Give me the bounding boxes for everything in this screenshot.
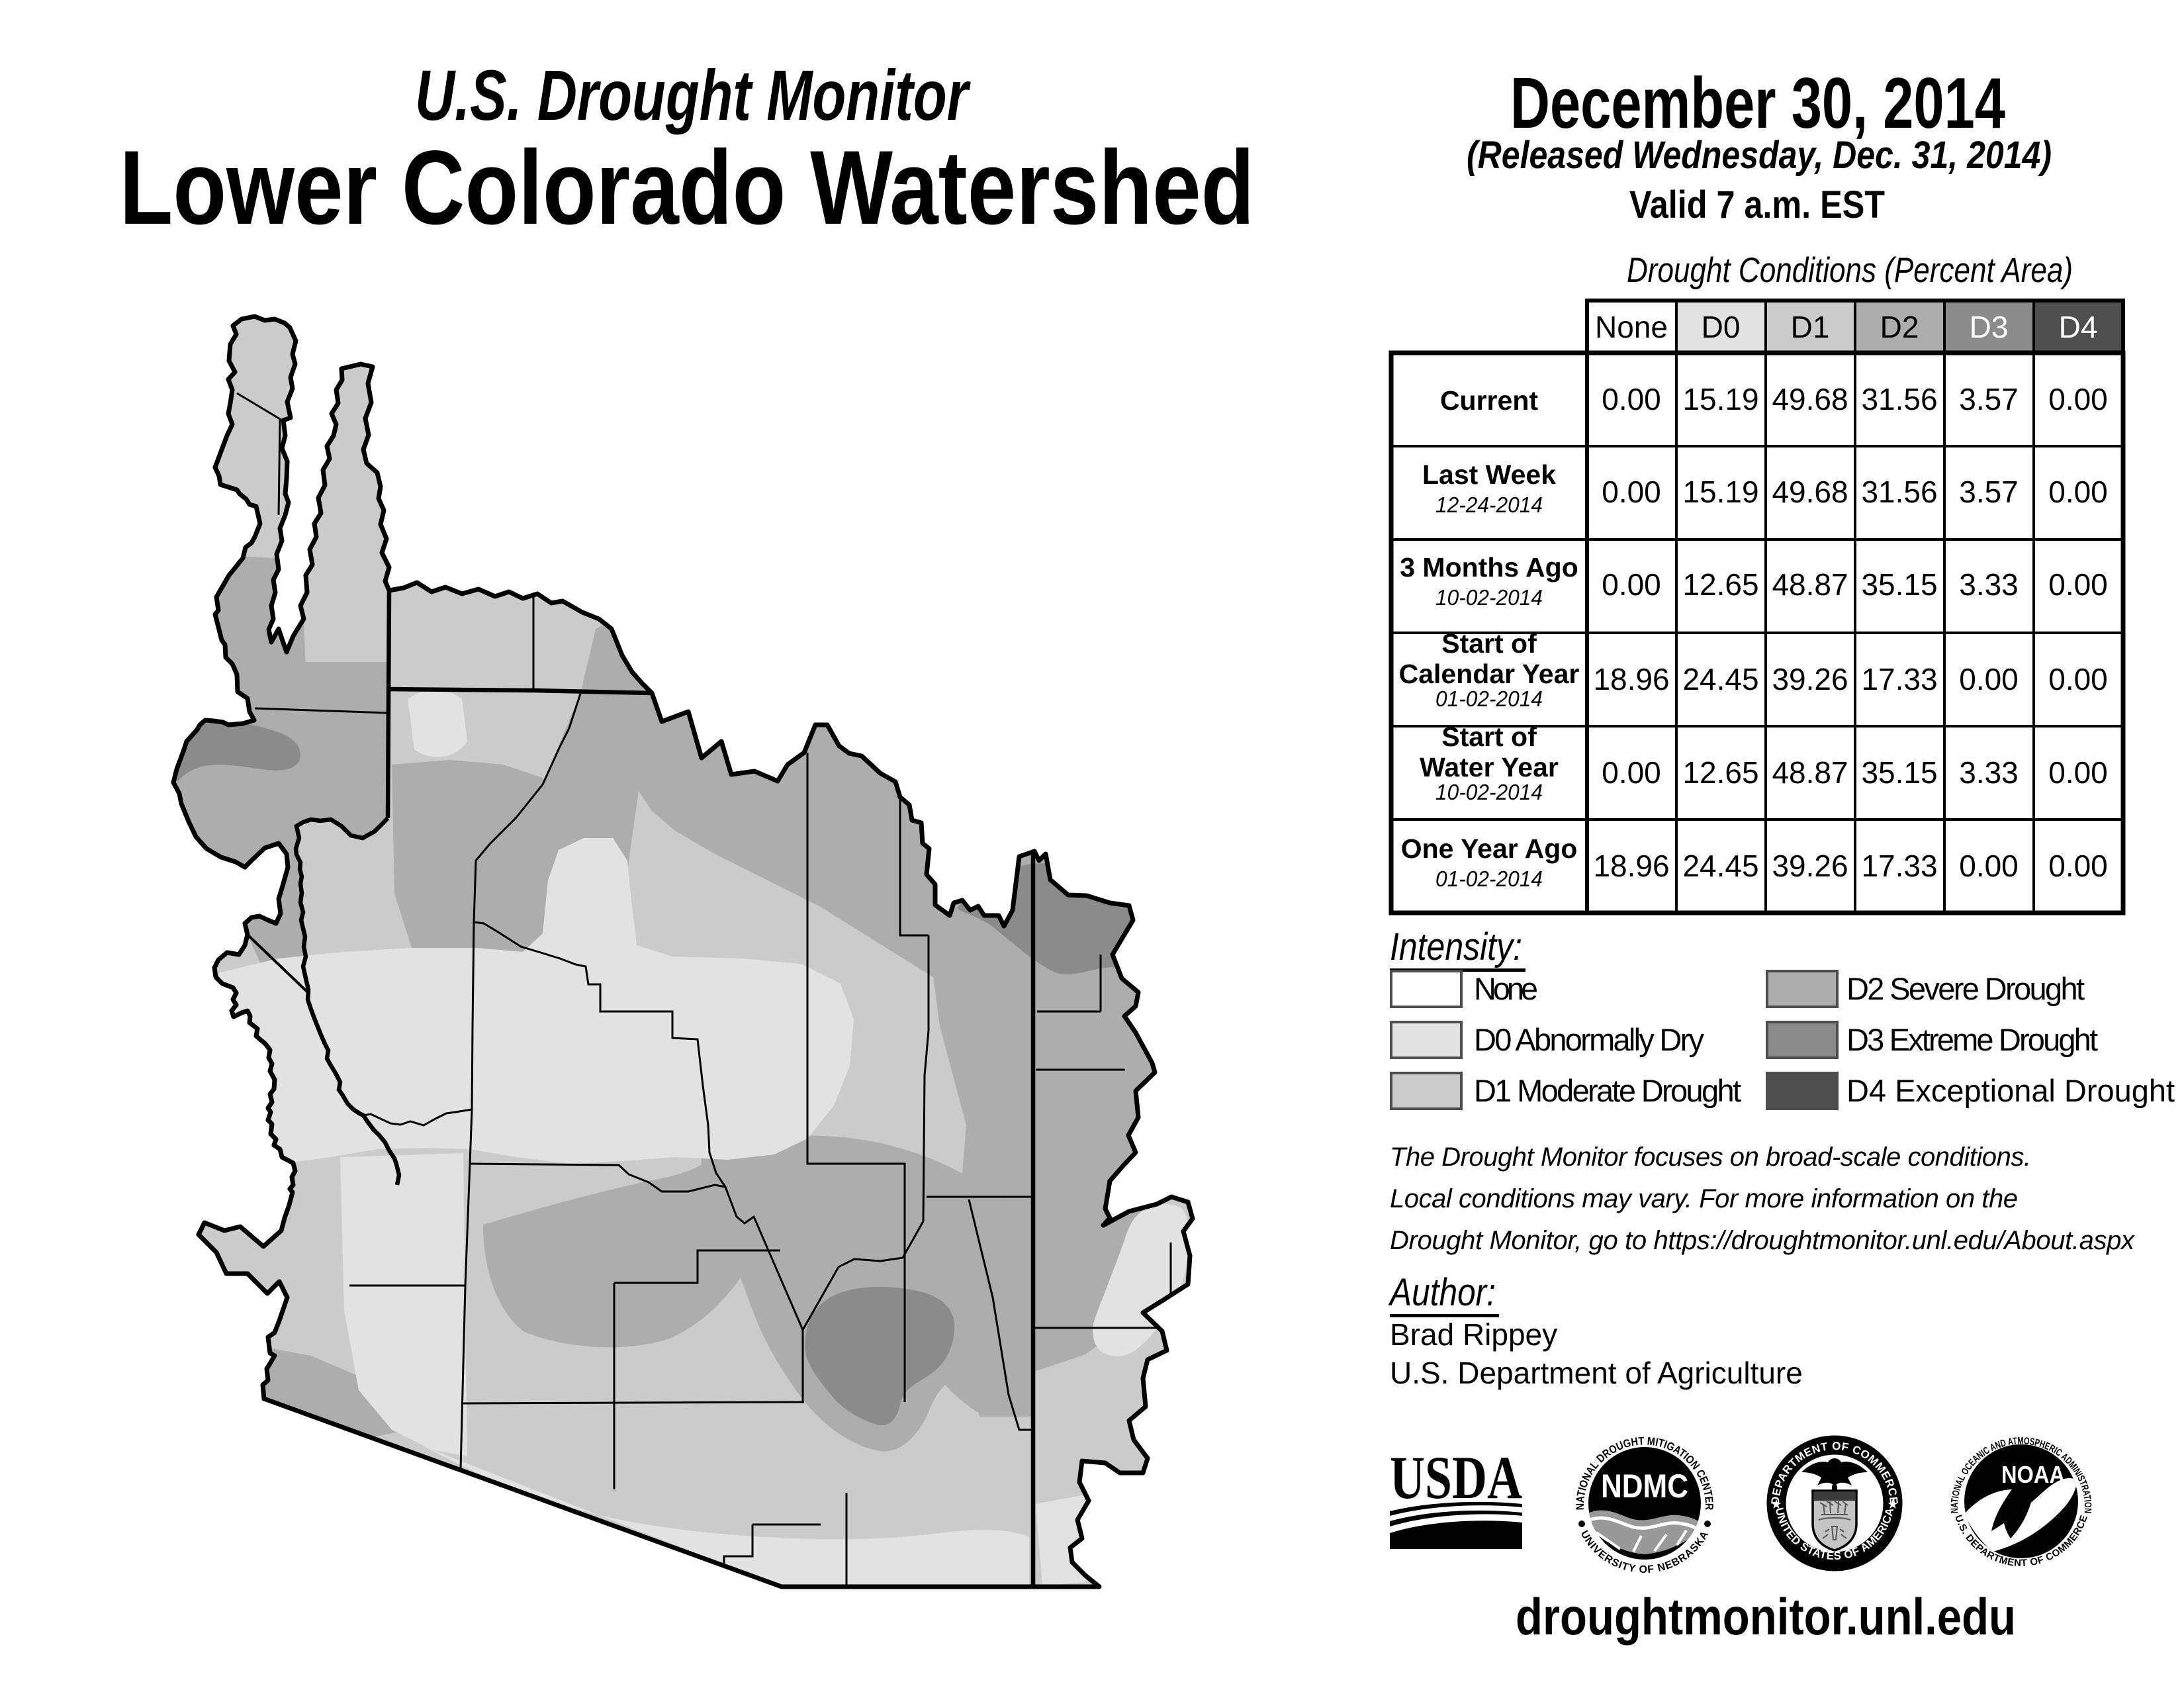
svg-text:15.19: 15.19 bbox=[1682, 382, 1758, 416]
svg-text:droughtmonitor.unl.edu: droughtmonitor.unl.edu bbox=[1516, 1587, 2016, 1646]
svg-text:3.33: 3.33 bbox=[1959, 567, 2019, 602]
svg-text:0.00: 0.00 bbox=[2048, 662, 2108, 696]
svg-text:0.00: 0.00 bbox=[2048, 849, 2108, 883]
svg-text:48.87: 48.87 bbox=[1772, 755, 1848, 790]
svg-text:D2: D2 bbox=[1880, 310, 1919, 344]
svg-text:The Drought Monitor focuses on: The Drought Monitor focuses on broad-sca… bbox=[1390, 1143, 2031, 1172]
svg-text:Start of: Start of bbox=[1441, 722, 1537, 752]
svg-text:Author:: Author: bbox=[1388, 1271, 1496, 1314]
svg-text:D0 Abnormally Dry: D0 Abnormally Dry bbox=[1474, 1022, 1705, 1057]
svg-text:D4 Exceptional Drought: D4 Exceptional Drought bbox=[1846, 1073, 2175, 1108]
svg-text:Local conditions may vary. For: Local conditions may vary. For more info… bbox=[1390, 1184, 2018, 1213]
svg-text:(Released Wednesday, Dec. 31,: (Released Wednesday, Dec. 31, 2014) bbox=[1467, 134, 2052, 177]
svg-text:39.26: 39.26 bbox=[1772, 849, 1848, 883]
svg-text:Last Week: Last Week bbox=[1422, 459, 1556, 490]
svg-text:3.57: 3.57 bbox=[1959, 382, 2019, 416]
svg-text:December 30, 2014: December 30, 2014 bbox=[1510, 63, 2005, 144]
svg-text:39.26: 39.26 bbox=[1772, 662, 1848, 696]
svg-text:12-24-2014: 12-24-2014 bbox=[1435, 492, 1543, 517]
svg-text:0.00: 0.00 bbox=[1602, 382, 1661, 416]
svg-text:0.00: 0.00 bbox=[1959, 849, 2019, 883]
svg-text:U.S. Drought Monitor: U.S. Drought Monitor bbox=[415, 55, 971, 135]
svg-text:10-02-2014: 10-02-2014 bbox=[1435, 780, 1543, 804]
svg-text:0.00: 0.00 bbox=[2048, 382, 2108, 416]
svg-text:★: ★ bbox=[1887, 1497, 1899, 1512]
svg-text:17.33: 17.33 bbox=[1861, 849, 1937, 883]
svg-text:Lower Colorado Watershed: Lower Colorado Watershed bbox=[120, 128, 1255, 246]
svg-text:0.00: 0.00 bbox=[2048, 567, 2108, 602]
svg-text:18.96: 18.96 bbox=[1593, 662, 1669, 696]
svg-text:None: None bbox=[1595, 310, 1668, 344]
svg-text:3 Months Ago: 3 Months Ago bbox=[1400, 552, 1578, 583]
svg-text:48.87: 48.87 bbox=[1772, 567, 1848, 602]
svg-text:35.15: 35.15 bbox=[1861, 567, 1937, 602]
svg-text:10-02-2014: 10-02-2014 bbox=[1435, 585, 1543, 610]
svg-text:Calendar Year: Calendar Year bbox=[1399, 659, 1580, 689]
svg-text:12.65: 12.65 bbox=[1682, 755, 1758, 790]
svg-text:0.00: 0.00 bbox=[1602, 475, 1661, 509]
svg-text:Intensity:: Intensity: bbox=[1390, 925, 1522, 968]
svg-text:None: None bbox=[1474, 971, 1538, 1006]
svg-text:Current: Current bbox=[1440, 385, 1538, 416]
svg-text:0.00: 0.00 bbox=[2048, 755, 2108, 790]
svg-text:D4: D4 bbox=[2059, 310, 2098, 344]
svg-text:17.33: 17.33 bbox=[1861, 662, 1937, 696]
svg-text:12.65: 12.65 bbox=[1682, 567, 1758, 602]
svg-text:31.56: 31.56 bbox=[1861, 475, 1937, 509]
svg-text:49.68: 49.68 bbox=[1772, 382, 1848, 416]
svg-text:D1 Moderate Drought: D1 Moderate Drought bbox=[1474, 1073, 1741, 1108]
svg-text:D0: D0 bbox=[1702, 310, 1741, 344]
svg-text:One Year Ago: One Year Ago bbox=[1401, 833, 1578, 864]
svg-text:31.56: 31.56 bbox=[1861, 382, 1937, 416]
svg-text:D1: D1 bbox=[1791, 310, 1830, 344]
svg-text:24.45: 24.45 bbox=[1682, 662, 1758, 696]
svg-text:Water Year: Water Year bbox=[1420, 752, 1559, 782]
svg-text:15.19: 15.19 bbox=[1682, 475, 1758, 509]
svg-text:NOAA: NOAA bbox=[2001, 1461, 2065, 1488]
svg-text:01-02-2014: 01-02-2014 bbox=[1435, 867, 1543, 891]
svg-text:USDA: USDA bbox=[1390, 1444, 1522, 1511]
svg-text:★: ★ bbox=[1770, 1497, 1782, 1512]
svg-text:D2 Severe Drought: D2 Severe Drought bbox=[1846, 971, 2085, 1006]
svg-text:D3 Extreme Drought: D3 Extreme Drought bbox=[1846, 1022, 2098, 1057]
svg-text:35.15: 35.15 bbox=[1861, 755, 1937, 790]
svg-text:3.57: 3.57 bbox=[1959, 475, 2019, 509]
svg-text:24.45: 24.45 bbox=[1682, 849, 1758, 883]
svg-text:01-02-2014: 01-02-2014 bbox=[1435, 686, 1543, 711]
svg-text:NDMC: NDMC bbox=[1601, 1468, 1688, 1505]
svg-text:18.96: 18.96 bbox=[1593, 849, 1669, 883]
svg-text:0.00: 0.00 bbox=[1959, 662, 2019, 696]
svg-text:Valid 7 a.m. EST: Valid 7 a.m. EST bbox=[1629, 183, 1885, 226]
svg-text:0.00: 0.00 bbox=[1602, 567, 1661, 602]
svg-text:0.00: 0.00 bbox=[1602, 755, 1661, 790]
svg-text:Start of: Start of bbox=[1441, 628, 1537, 659]
svg-text:D3: D3 bbox=[1970, 310, 2009, 344]
svg-text:Drought Monitor, go to https:/: Drought Monitor, go to https://droughtmo… bbox=[1390, 1226, 2136, 1255]
svg-text:Brad Rippey: Brad Rippey bbox=[1390, 1317, 1557, 1352]
svg-text:Drought Conditions (Percent Ar: Drought Conditions (Percent Area) bbox=[1627, 251, 2073, 290]
svg-text:3.33: 3.33 bbox=[1959, 755, 2019, 790]
svg-text:0.00: 0.00 bbox=[2048, 475, 2108, 509]
svg-text:U.S. Department of Agriculture: U.S. Department of Agriculture bbox=[1390, 1356, 1803, 1390]
svg-text:49.68: 49.68 bbox=[1772, 475, 1848, 509]
